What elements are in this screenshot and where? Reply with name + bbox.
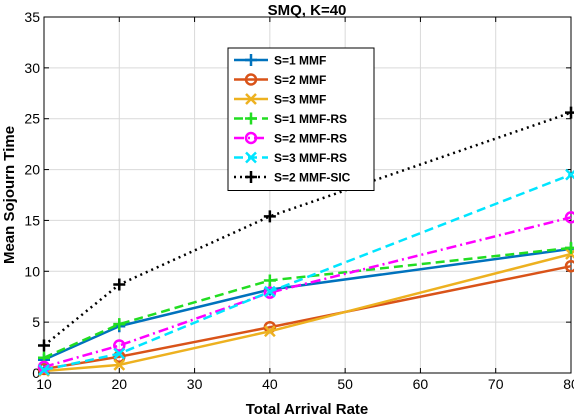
x-tick-label: 30 bbox=[187, 376, 203, 392]
data-point-marker bbox=[263, 325, 276, 338]
legend-label: S=3 MMF-RS bbox=[274, 151, 347, 165]
legend-marker bbox=[245, 151, 257, 164]
series-4 bbox=[38, 241, 574, 364]
series-line bbox=[43, 111, 572, 347]
legend-label: S=1 MMF-RS bbox=[274, 112, 347, 126]
legend-marker bbox=[244, 73, 258, 86]
x-tick-label: 40 bbox=[262, 376, 278, 392]
series-line bbox=[43, 173, 572, 372]
y-tick-label: 0 bbox=[32, 365, 40, 381]
data-point-marker bbox=[38, 364, 50, 376]
x-tick-label: 70 bbox=[488, 376, 504, 392]
legend-marker bbox=[245, 93, 257, 105]
y-tick-label: 30 bbox=[24, 60, 40, 76]
y-tick-label: 5 bbox=[32, 314, 40, 330]
legend-item: S=2 MMF bbox=[234, 73, 326, 87]
series-5 bbox=[37, 211, 574, 374]
legend-marker bbox=[244, 131, 258, 145]
x-tick-label: 50 bbox=[337, 376, 353, 392]
x-tick-label: 60 bbox=[413, 376, 429, 392]
legend-label: S=1 MMF bbox=[274, 54, 326, 68]
x-tick-label: 80 bbox=[563, 376, 574, 392]
data-point-marker bbox=[263, 286, 277, 299]
data-point-marker bbox=[113, 347, 126, 360]
legend-item: S=3 MMF-RS bbox=[234, 151, 347, 165]
series-line bbox=[43, 247, 572, 361]
series-line bbox=[43, 252, 572, 373]
axis-ticks: 10 20 30 40 50 60 70 80 0 5 10 15 20 25 30 35 bbox=[24, 9, 574, 392]
data-point-marker bbox=[565, 106, 574, 119]
data-point-marker bbox=[565, 168, 574, 181]
legend-item: S=1 MMF-RS bbox=[234, 112, 347, 126]
data-point-marker bbox=[263, 285, 276, 298]
y-tick-label: 15 bbox=[24, 212, 40, 228]
data-point-marker bbox=[113, 278, 126, 291]
data-point-marker bbox=[38, 339, 50, 352]
legend-item: S=2 MMF-SIC bbox=[234, 171, 351, 185]
series-6 bbox=[38, 168, 574, 376]
series-line bbox=[43, 264, 572, 371]
legend: S=1 MMF S=2 MMF S=3 MMF S=1 MMF-RS S=2 MMF-R… bbox=[227, 47, 375, 191]
data-point-marker bbox=[564, 259, 574, 273]
legend-label: S=2 MMF bbox=[274, 73, 326, 87]
y-tick-label: 10 bbox=[24, 263, 40, 279]
data-point-marker bbox=[113, 339, 126, 352]
data-point-marker bbox=[263, 210, 276, 223]
chart-title: SMQ, K=40 bbox=[268, 2, 347, 19]
x-tick-label: 20 bbox=[111, 376, 127, 392]
data-point-marker bbox=[113, 358, 126, 371]
legend-marker bbox=[245, 54, 257, 66]
data-point-marker bbox=[565, 248, 574, 260]
series-7 bbox=[38, 106, 574, 352]
data-point-marker bbox=[37, 360, 51, 374]
data-point-marker bbox=[565, 241, 574, 254]
legend-item: S=2 MMF-RS bbox=[234, 132, 347, 146]
series-group bbox=[37, 106, 574, 377]
plot-area bbox=[43, 16, 572, 374]
legend-label: S=2 MMF-RS bbox=[274, 132, 347, 146]
legend-marker bbox=[245, 112, 257, 125]
series-line bbox=[43, 246, 572, 359]
x-axis-title: Total Arrival Rate bbox=[246, 401, 369, 418]
legend-label: S=3 MMF bbox=[274, 93, 326, 107]
data-point-marker bbox=[263, 274, 276, 287]
series-1 bbox=[38, 242, 574, 366]
legend-marker bbox=[245, 171, 257, 183]
y-tick-label: 20 bbox=[24, 162, 40, 178]
y-tick-label: 35 bbox=[24, 9, 40, 25]
data-point-marker bbox=[564, 211, 574, 224]
data-point-marker bbox=[113, 318, 126, 331]
y-tick-label: 25 bbox=[24, 111, 40, 127]
legend-item: S=1 MMF bbox=[234, 54, 326, 68]
y-axis-title: Mean Sojourn Time bbox=[1, 126, 18, 264]
legend-label: S=2 MMF-SIC bbox=[274, 171, 351, 185]
x-tick-label: 10 bbox=[36, 376, 52, 392]
legend-item: S=3 MMF bbox=[234, 93, 326, 107]
